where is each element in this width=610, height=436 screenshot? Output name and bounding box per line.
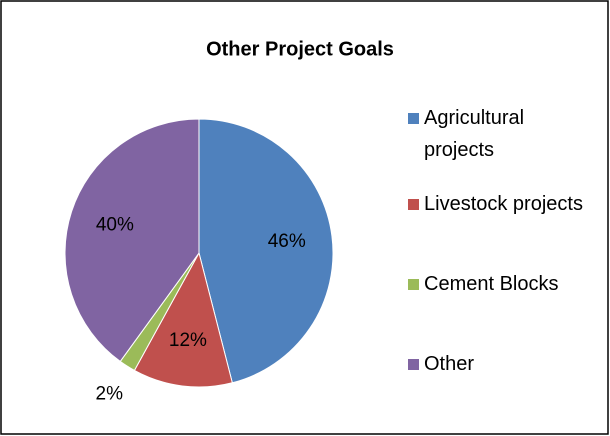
pie-slice — [133, 251, 233, 388]
legend-item: Other — [408, 348, 589, 380]
legend-label: Other — [424, 353, 475, 375]
legend-label: Cement Blocks — [424, 273, 559, 295]
legend-swatch — [408, 199, 419, 210]
legend-swatch — [408, 113, 419, 124]
legend-label: Livestock projects — [424, 193, 583, 215]
data-label: 46% — [268, 231, 306, 252]
legend-item: Cement Blocks — [408, 268, 589, 300]
legend-item: Agricultural projects — [408, 102, 589, 166]
legend-swatch — [408, 359, 419, 370]
chart-title: Other Project Goals — [206, 38, 394, 60]
legend-item: Livestock projects — [408, 188, 589, 220]
data-label: 12% — [169, 330, 207, 351]
legend-swatch — [408, 279, 419, 290]
data-label: 2% — [96, 383, 124, 404]
pie-slice — [198, 118, 334, 384]
pie-slice — [64, 118, 200, 363]
data-label: 40% — [96, 215, 134, 236]
legend-label: Agricultural projects — [424, 107, 525, 161]
